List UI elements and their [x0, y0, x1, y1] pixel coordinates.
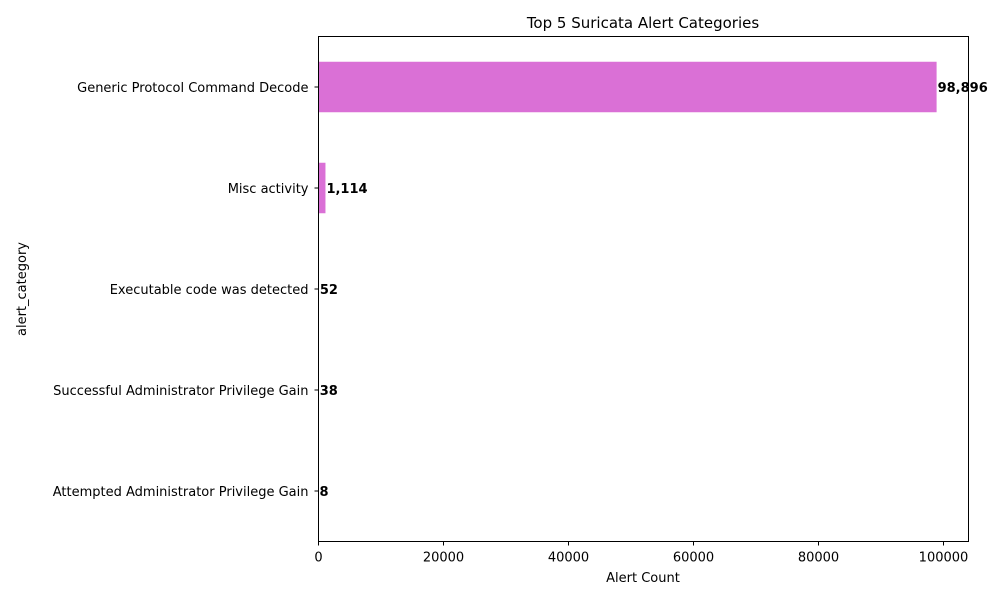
x-tick-label: 20000	[423, 551, 464, 566]
y-tick-label: Misc activity	[228, 182, 309, 197]
x-tick-label: 0	[314, 551, 322, 566]
y-tick-label: Attempted Administrator Privilege Gain	[53, 485, 309, 500]
bar-1	[318, 162, 326, 214]
x-tick-label: 60000	[673, 551, 714, 566]
y-tick-label: Successful Administrator Privilege Gain	[53, 384, 308, 399]
y-axis: Generic Protocol Command Decode Misc acti…	[53, 81, 319, 500]
value-label: 38	[320, 384, 338, 399]
value-label: 98,896	[938, 81, 988, 96]
x-tick-label: 100000	[919, 551, 969, 566]
x-axis-label: Alert Count	[606, 571, 680, 586]
value-label: 52	[320, 283, 338, 298]
y-axis-label: alert_category	[15, 242, 30, 336]
x-axis: 0 20000 40000 60000 80000 100000	[314, 541, 969, 566]
x-tick-label: 80000	[798, 551, 839, 566]
y-tick-label: Executable code was detected	[110, 283, 309, 298]
value-label: 8	[320, 485, 329, 500]
value-labels: 98,896 1,114 52 38 8	[320, 81, 988, 500]
x-tick-label: 40000	[548, 551, 589, 566]
value-label: 1,114	[326, 182, 367, 197]
plot-frame	[318, 36, 969, 542]
bar-0	[318, 61, 937, 113]
bars-layer	[318, 61, 937, 517]
chart-title: Top 5 Suricata Alert Categories	[526, 14, 760, 32]
y-tick-label: Generic Protocol Command Decode	[77, 81, 308, 96]
